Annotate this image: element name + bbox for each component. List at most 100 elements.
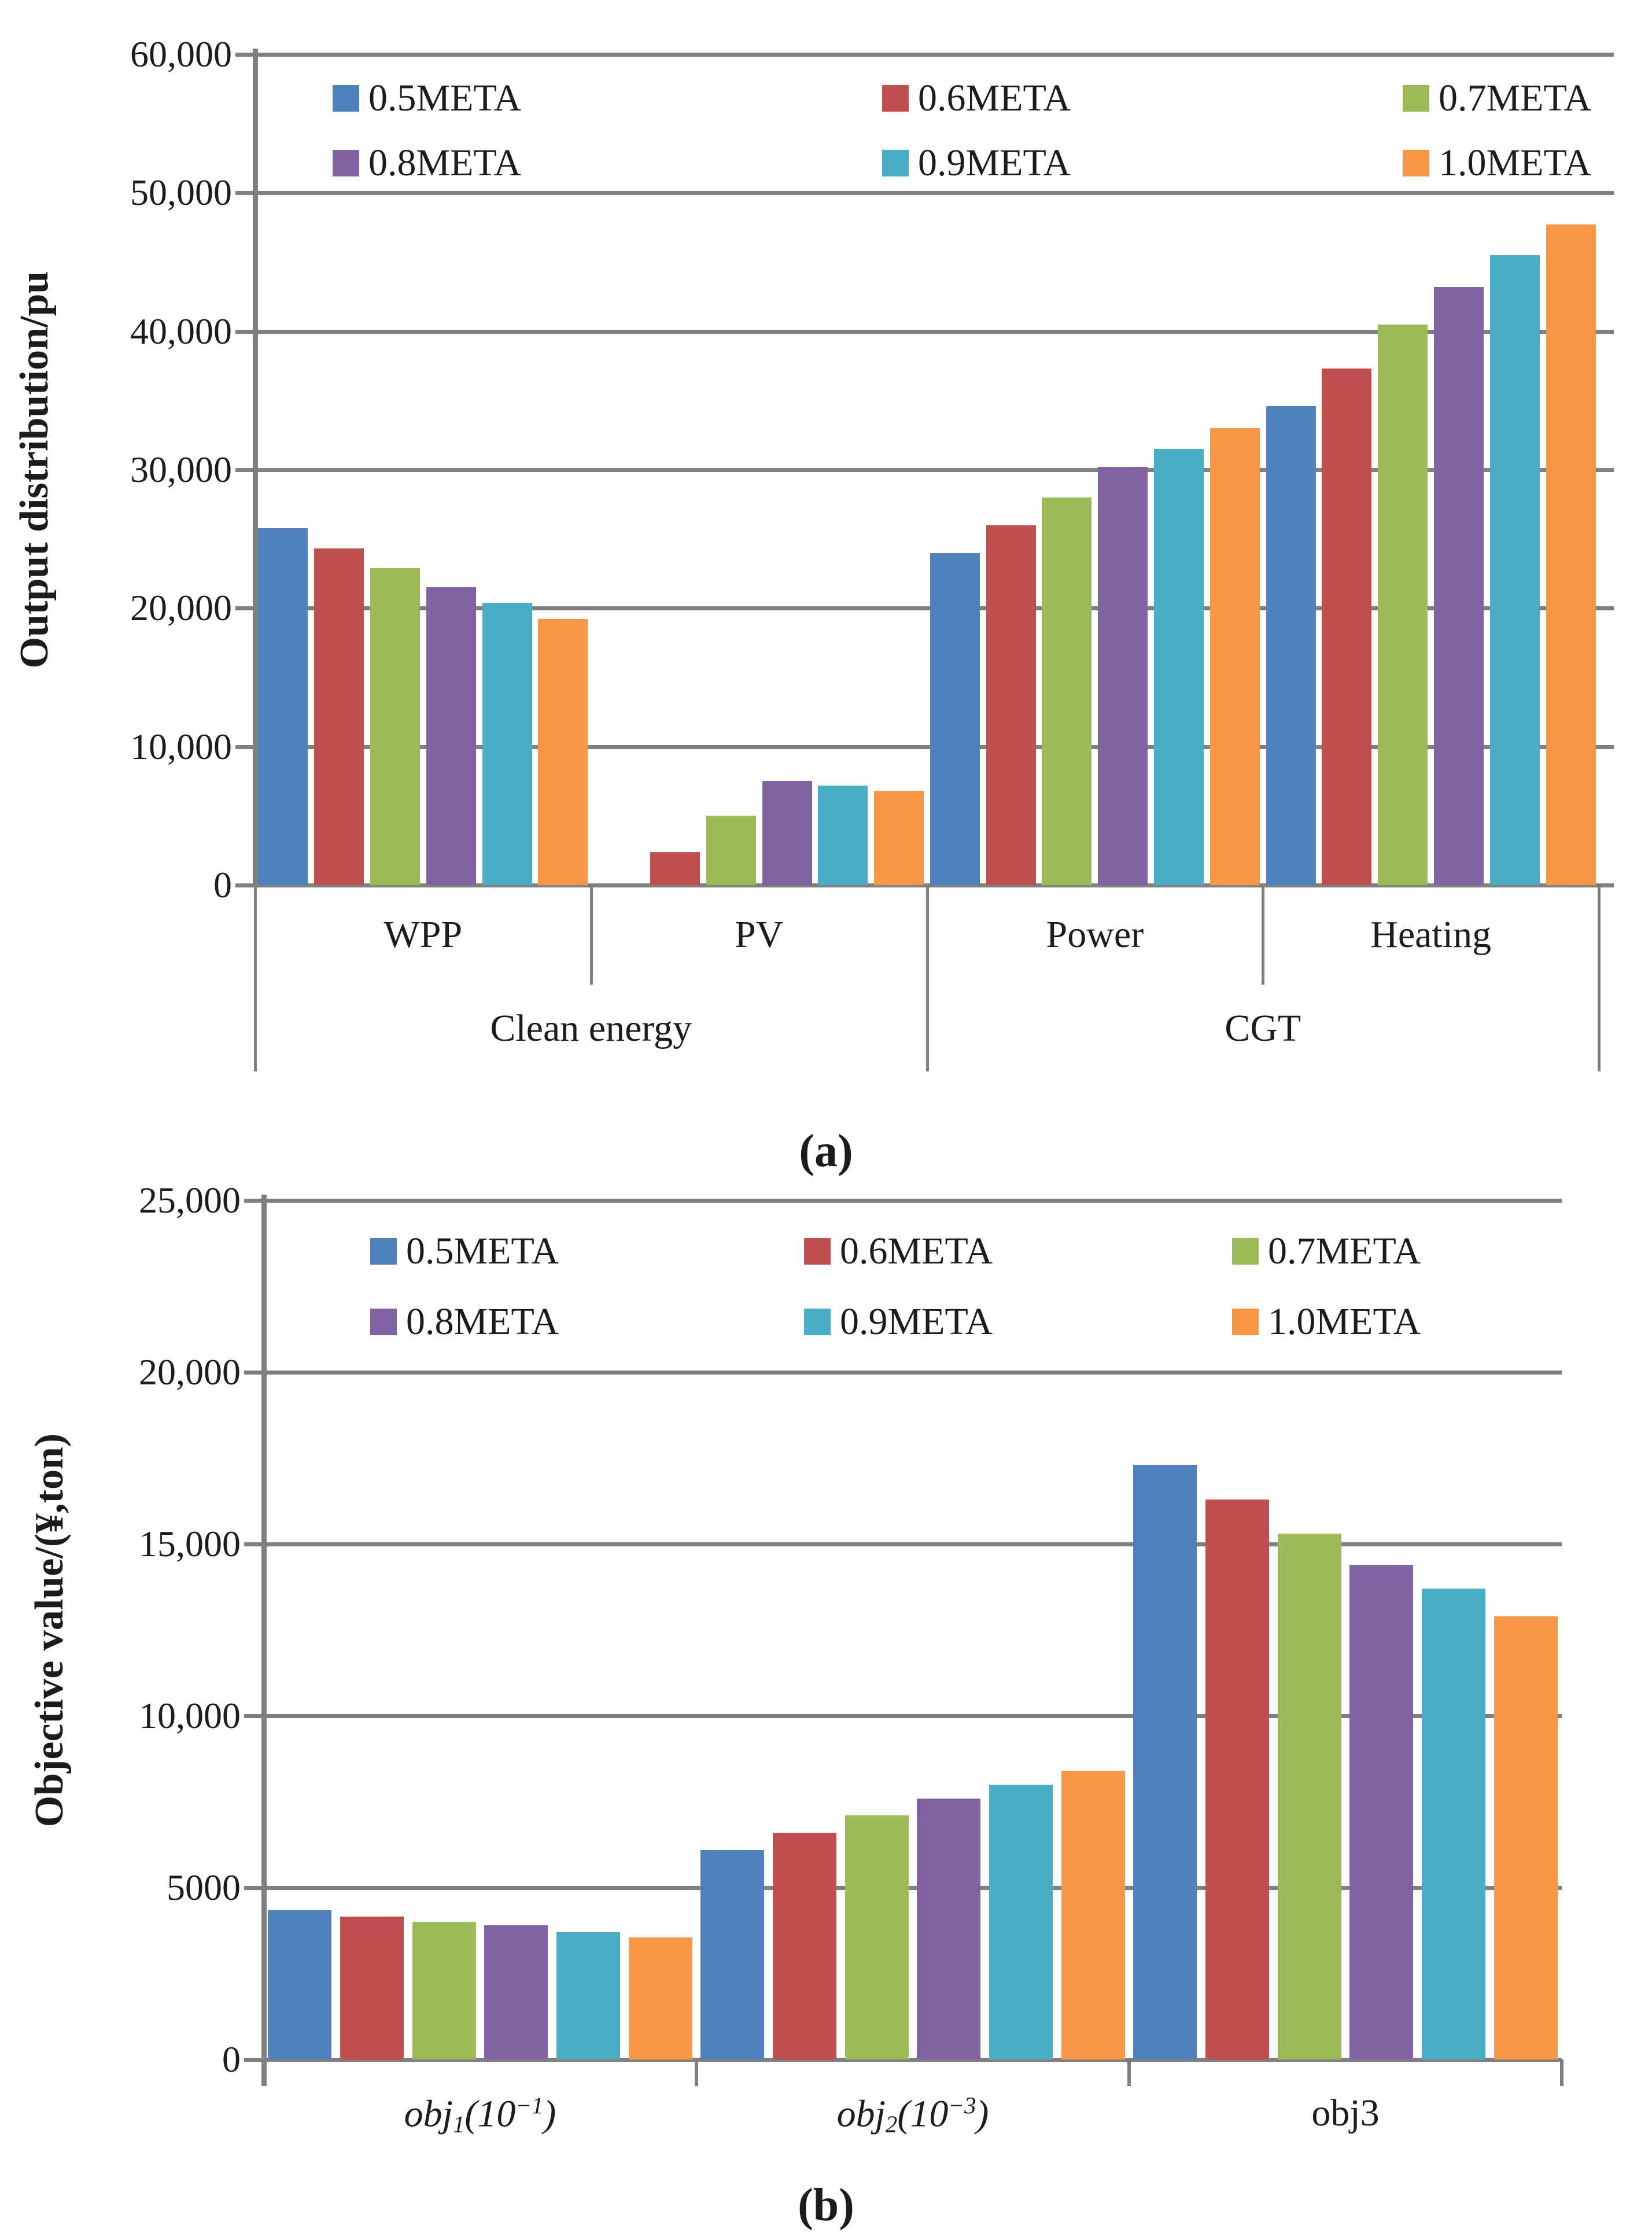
category-label-part: ) — [543, 2092, 556, 2135]
y-axis-tick — [244, 1714, 264, 1718]
legend-label-0.9META: 0.9META — [918, 142, 1071, 184]
y-axis-right-tick — [1599, 330, 1614, 334]
bar-0.6META-0 — [340, 1917, 404, 2060]
legend-item-0.8META: 0.8META — [333, 140, 521, 186]
legend-label-1.0META: 1.0META — [1439, 142, 1592, 184]
gridline — [264, 1199, 1562, 1203]
gridline — [255, 191, 1599, 195]
bar-0.8META-0 — [484, 1925, 548, 2060]
legend-label-0.6META: 0.6META — [918, 77, 1071, 119]
y-axis-right-tick — [1599, 191, 1614, 195]
legend-item-0.6META: 0.6META — [882, 75, 1071, 121]
bar-0.6META-2 — [1205, 1500, 1269, 2060]
category-group-label-CGT: CGT — [1225, 1007, 1301, 1049]
bar-0.8META-2 — [1349, 1565, 1413, 2060]
legend-item-0.9META: 0.9META — [804, 1299, 993, 1345]
gridline — [264, 1370, 1562, 1375]
gridline — [264, 1886, 1562, 1890]
bar-0.5META-3 — [1266, 406, 1316, 885]
category-group-label-Clean-energy: Clean energy — [490, 1007, 692, 1049]
legend-label-0.6META: 0.6META — [840, 1230, 993, 1272]
bar-0.9META-0 — [556, 1932, 620, 2060]
y-axis-right-tick — [1599, 883, 1614, 887]
legend-label-0.7META: 0.7META — [1268, 1230, 1421, 1272]
legend-label-0.5META: 0.5META — [406, 1230, 559, 1272]
bar-1.0META-2 — [1210, 428, 1260, 885]
legend-swatch-0.8META — [333, 150, 359, 176]
bar-0.6META-1 — [650, 852, 700, 885]
category-label-Power: Power — [1046, 913, 1144, 956]
legend-item-0.6META: 0.6META — [804, 1228, 993, 1274]
legend-swatch-0.7META — [1232, 1238, 1259, 1265]
y-axis-tick — [235, 191, 255, 195]
bar-0.6META-1 — [773, 1833, 836, 2060]
category-label-part: obj — [836, 2092, 886, 2135]
legend-swatch-0.5META — [333, 85, 359, 112]
caption-b: (b) — [798, 2180, 854, 2231]
legend-swatch-0.5META — [370, 1238, 397, 1265]
category-label-part: obj3 — [1311, 2092, 1380, 2134]
bar-1.0META-2 — [1494, 1616, 1558, 2060]
legend-item-1.0META: 1.0META — [1232, 1299, 1421, 1345]
chart-b-y-axis-title: Objective value/(¥,ton) — [27, 1433, 72, 1827]
legend-item-0.9META: 0.9META — [882, 140, 1071, 186]
y-axis-tick — [235, 468, 255, 472]
y-axis-tick — [244, 1370, 264, 1375]
legend-item-0.7META: 0.7META — [1403, 75, 1591, 121]
y-axis-right-tick — [1599, 53, 1614, 57]
y-tick-label: 40,000 — [130, 311, 232, 352]
y-axis-line — [261, 1195, 267, 2086]
gridline — [264, 2058, 1562, 2062]
bar-1.0META-1 — [874, 791, 924, 885]
bar-0.9META-1 — [818, 786, 868, 885]
bar-0.7META-0 — [412, 1922, 476, 2060]
bar-0.5META-2 — [930, 553, 980, 885]
bar-0.5META-0 — [258, 528, 308, 885]
y-axis-right-tick — [1599, 606, 1614, 610]
y-axis-tick — [235, 330, 255, 334]
category-label-part: ) — [976, 2092, 989, 2135]
category-separator — [1598, 885, 1601, 1071]
y-tick-label: 20,000 — [139, 1351, 241, 1392]
bar-0.9META-2 — [1422, 1589, 1485, 2060]
y-tick-label: 60,000 — [130, 34, 232, 75]
x-axis-tick — [695, 2060, 698, 2086]
x-axis-tick — [262, 2060, 266, 2086]
bar-0.8META-1 — [917, 1799, 980, 2060]
legend-item-0.5META: 0.5META — [370, 1228, 559, 1274]
category-separator — [926, 885, 929, 1071]
bar-0.8META-3 — [1434, 287, 1484, 885]
legend-swatch-0.7META — [1403, 85, 1429, 112]
legend-item-0.8META: 0.8META — [370, 1299, 559, 1345]
legend-swatch-1.0META — [1232, 1309, 1259, 1335]
gridline — [255, 468, 1599, 472]
y-axis-line — [253, 49, 258, 885]
y-axis-tick — [235, 53, 255, 57]
y-tick-label: 10,000 — [130, 726, 232, 767]
y-tick-label: 30,000 — [130, 449, 232, 490]
bar-0.7META-1 — [706, 816, 756, 885]
y-tick-label: 25,000 — [139, 1180, 241, 1221]
bar-0.8META-2 — [1098, 467, 1148, 885]
y-axis-tick — [244, 2058, 264, 2062]
category-label-part: 1 — [452, 2111, 465, 2138]
y-tick-label: 20,000 — [130, 587, 232, 628]
category-label-obj2: obj2(10−3) — [710, 2094, 1115, 2137]
y-axis-tick — [244, 1199, 264, 1203]
category-separator — [254, 885, 257, 1071]
y-tick-label: 0 — [213, 864, 232, 905]
category-label-part: 2 — [885, 2111, 898, 2138]
y-tick-label: 5000 — [167, 1867, 241, 1908]
y-axis-tick — [244, 1886, 264, 1890]
bar-1.0META-0 — [538, 619, 588, 885]
y-axis-right-tick — [1599, 468, 1614, 472]
bar-0.5META-1 — [700, 1850, 764, 2060]
y-tick-label: 50,000 — [130, 172, 232, 213]
legend-label-0.9META: 0.9META — [840, 1300, 993, 1343]
gridline — [264, 1714, 1562, 1718]
legend-swatch-0.6META — [882, 85, 909, 112]
y-tick-label: 15,000 — [139, 1523, 241, 1564]
x-axis-tick — [1127, 2060, 1131, 2086]
bar-0.9META-3 — [1490, 255, 1540, 885]
y-axis-right-tick — [1599, 745, 1614, 749]
